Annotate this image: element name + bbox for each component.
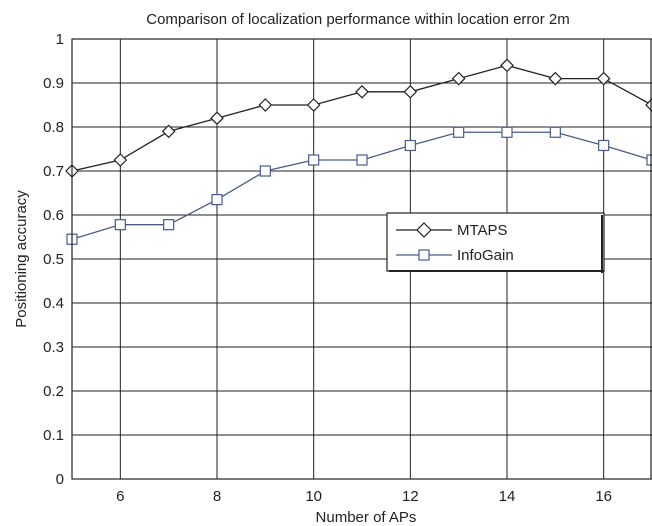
y-tick-label: 0	[56, 471, 64, 488]
x-tick-label: 12	[402, 488, 419, 505]
diamond-marker-icon	[416, 222, 432, 238]
data-point	[453, 126, 465, 138]
data-point	[355, 84, 369, 99]
x-tick-label: 14	[499, 488, 516, 505]
data-point	[646, 154, 652, 166]
data-point	[210, 111, 224, 126]
y-tick-label: 0.7	[43, 163, 64, 180]
data-point	[259, 165, 271, 177]
data-point	[356, 154, 368, 166]
data-point	[258, 98, 273, 112]
y-tick-label: 0.2	[43, 383, 64, 400]
legend-label-infogain: InfoGain	[457, 247, 514, 264]
x-tick-label: 16	[595, 488, 612, 505]
y-tick-label: 1	[56, 31, 64, 48]
y-tick-label: 0.5	[43, 251, 64, 268]
legend-item-mtaps: MTAPS	[396, 222, 508, 239]
tick-labels: 00.10.20.30.40.50.60.70.80.916 8 10 12 14 16	[43, 31, 612, 505]
data-point	[161, 124, 176, 139]
y-tick-label: 0.3	[43, 339, 64, 356]
y-tick-label: 0.4	[43, 295, 64, 312]
data-point	[549, 126, 561, 138]
series-mtaps	[65, 58, 652, 178]
data-point	[211, 194, 223, 206]
x-tick-label: 10	[305, 488, 322, 505]
legend-label-mtaps: MTAPS	[457, 222, 508, 239]
y-tick-label: 0.9	[43, 75, 64, 92]
series-layer	[65, 58, 652, 245]
data-point	[308, 154, 320, 166]
legend-item-infogain: InfoGain	[396, 247, 514, 264]
y-tick-label: 0.1	[43, 427, 64, 444]
y-axis-title: Positioning accuracy	[13, 190, 30, 328]
square-marker-icon	[418, 249, 430, 261]
x-axis-title: Number of APs	[316, 509, 417, 526]
x-tick-label: 8	[213, 488, 221, 505]
data-point	[501, 126, 513, 138]
data-point	[598, 139, 610, 152]
legend: MTAPS InfoGain	[386, 212, 605, 273]
data-point	[548, 71, 563, 86]
y-tick-label: 0.6	[43, 207, 64, 224]
data-point	[596, 71, 611, 86]
data-point	[500, 58, 514, 73]
plot-frame	[71, 38, 652, 480]
x-tick-label: 6	[116, 488, 124, 505]
chart-title: Comparison of localization performance w…	[146, 11, 570, 28]
data-point	[306, 98, 321, 112]
data-point	[113, 153, 128, 167]
data-point	[404, 139, 416, 152]
y-tick-label: 0.8	[43, 119, 64, 136]
data-point	[451, 71, 466, 86]
legend-box	[386, 212, 605, 272]
series-infogain	[66, 126, 652, 245]
data-point	[403, 84, 418, 99]
data-point	[163, 219, 175, 231]
data-point	[114, 219, 126, 231]
